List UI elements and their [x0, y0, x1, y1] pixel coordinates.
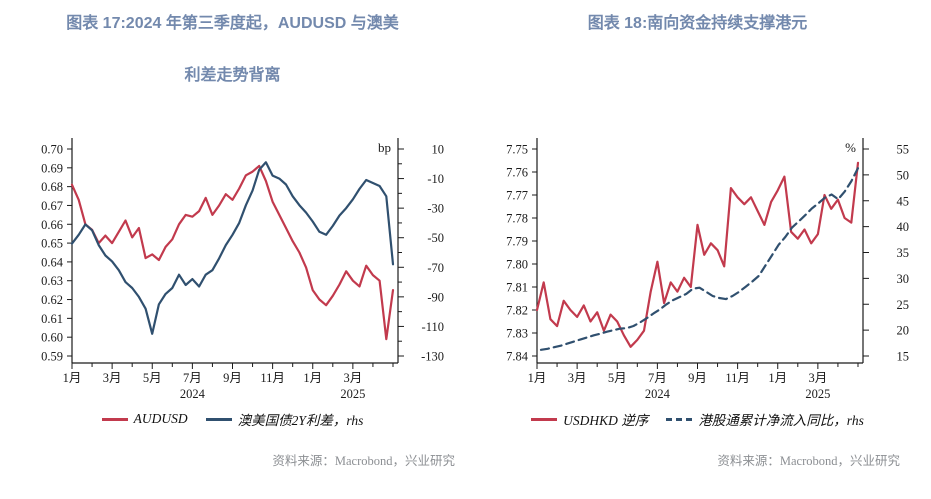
right-axis-tick-label: -110: [422, 320, 444, 334]
legend-line-swatch: [101, 417, 128, 421]
x-axis-month-label: 3月: [568, 371, 587, 385]
right-axis-tick-label: 50: [897, 168, 910, 182]
left-axis-tick-label: 0.59: [41, 350, 63, 364]
right-axis-tick-label: 35: [897, 246, 910, 260]
right-axis-tick-label: -90: [427, 290, 444, 304]
left-axis-tick-label: 7.77: [506, 189, 528, 203]
legend-label: AUDUSD: [133, 411, 188, 426]
left-axis-tick-label: 0.66: [41, 218, 63, 232]
x-axis-year-label: 2024: [180, 387, 206, 401]
x-axis-month-label: 1月: [63, 371, 82, 385]
right-axis-tick-label: 15: [897, 350, 910, 364]
x-axis-year-label: 2024: [645, 387, 671, 401]
figure-17-title-line2: 利差走势背离: [184, 67, 281, 84]
left-axis-tick-label: 0.69: [41, 161, 63, 175]
figure-18-source: 资料来源：Macrobond，兴业研究: [717, 454, 900, 468]
usdhkd-southbound-chart: 7.75 7.76 7.77 7.78 7.79 7.80 7.81 7.82 7.83 7.84…: [506, 138, 910, 401]
left-axis-tick-label: 7.82: [506, 304, 528, 318]
legend-label: 港股通累计净流入同比，rhs: [698, 413, 864, 428]
left-axis-tick-label: 7.76: [506, 166, 528, 180]
left-axis-tick-label: 7.79: [506, 235, 528, 249]
figure-18-legend: USDHKD 逆序 港股通累计净流入同比，rhs: [465, 406, 930, 432]
right-axis-tick-label: 55: [897, 143, 910, 157]
figure-18-title: 图表 18:南向资金持续支撑港元: [465, 0, 930, 118]
x-axis-month-label: 3月: [808, 371, 827, 385]
x-axis-month-label: 3月: [103, 371, 122, 385]
audusd-vs-spread-chart: 0.70 0.69 0.68 0.67 0.66 0.65 0.64 0.63 0.62 0.61…: [41, 138, 445, 401]
left-axis-tick-label: 7.78: [506, 212, 528, 226]
left-axis-tick-label: 0.62: [41, 293, 63, 307]
right-axis-unit-label: %: [845, 140, 856, 155]
figure-17-title-line1: 图表 17:2024 年第三季度起，AUDUSD 与澳美: [66, 15, 399, 32]
right-axis-tick-label: 25: [897, 298, 910, 312]
left-axis-tick-label: 0.60: [41, 331, 63, 345]
x-axis-month-label: 1月: [768, 371, 787, 385]
x-axis-month-label: 1月: [528, 371, 547, 385]
figure-17-title: 图表 17:2024 年第三季度起，AUDUSD 与澳美 利差走势背离: [0, 0, 465, 118]
legend-item: AUDUSD: [101, 411, 188, 427]
left-axis-tick-label: 0.61: [41, 312, 63, 326]
right-axis-tick-label: 20: [897, 324, 910, 338]
x-axis-month-label: 11月: [260, 371, 285, 385]
x-axis-month-label: 5月: [608, 371, 627, 385]
x-axis-year-label: 2025: [340, 387, 365, 401]
left-axis-tick-label: 7.84: [506, 350, 529, 364]
right-axis-unit-label: bp: [378, 140, 391, 155]
left-axis-tick-label: 0.67: [41, 199, 63, 213]
left-axis-tick-label: 0.70: [41, 143, 63, 157]
left-axis-tick-label: 7.80: [506, 258, 528, 272]
legend-item: 港股通累计净流入同比，rhs: [666, 409, 864, 429]
left-axis-tick-label: 7.83: [506, 327, 528, 341]
right-axis-tick-label: 45: [897, 194, 910, 208]
series-line-right: [539, 166, 860, 351]
right-axis-tick-label: 40: [897, 220, 910, 234]
left-axis-tick-label: 0.68: [41, 180, 63, 194]
x-axis-year-label: 2025: [805, 387, 830, 401]
x-axis-month-label: 1月: [303, 371, 322, 385]
left-axis-tick-label: 0.63: [41, 274, 63, 288]
legend-label: 澳美国债2Y利差，rhs: [237, 413, 364, 428]
legend-line-swatch: [531, 417, 558, 421]
right-axis-tick-label: -10: [427, 172, 444, 186]
x-axis-month-label: 3月: [343, 371, 362, 385]
right-axis-tick-label: -70: [427, 261, 444, 275]
right-axis-tick-label: -30: [427, 202, 444, 216]
left-axis-tick-label: 7.81: [506, 281, 528, 295]
figure-18-usdhkd-southbound: 图表 18:南向资金持续支撑港元 7.75 7.76 7.77 7.78 7.79 7.8…: [465, 0, 930, 499]
series-line-right: [70, 161, 395, 335]
legend-item: 澳美国债2Y利差，rhs: [205, 409, 364, 429]
figure-17-source: 资料来源：Macrobond，兴业研究: [272, 454, 455, 468]
x-axis-month-label: 7月: [648, 371, 667, 385]
x-axis-month-label: 7月: [183, 371, 202, 385]
right-axis-tick-label: 10: [432, 143, 445, 157]
figure-18-title-line1: 图表 18:南向资金持续支撑港元: [587, 15, 808, 32]
legend-item: USDHKD 逆序: [531, 409, 648, 429]
legend-line-swatch: [205, 417, 232, 421]
right-axis-tick-label: -130: [421, 350, 444, 364]
series-line-left: [70, 164, 395, 341]
figure-17-audusd-spread: 图表 17:2024 年第三季度起，AUDUSD 与澳美 利差走势背离 0.70…: [0, 0, 465, 499]
legend-label: USDHKD 逆序: [563, 413, 649, 428]
x-axis-month-label: 9月: [223, 371, 242, 385]
left-axis-tick-label: 0.65: [41, 237, 63, 251]
left-axis-tick-label: 7.75: [506, 143, 528, 157]
figure-17-legend: AUDUSD 澳美国债2Y利差，rhs: [0, 406, 465, 432]
x-axis-month-label: 9月: [688, 371, 707, 385]
right-axis-tick-label: -50: [427, 231, 444, 245]
left-axis-tick-label: 0.64: [41, 255, 64, 269]
right-axis-tick-label: 30: [897, 272, 910, 286]
series-line-left: [535, 161, 860, 348]
x-axis-month-label: 11月: [725, 371, 750, 385]
x-axis-month-label: 5月: [143, 371, 162, 385]
legend-line-swatch: [666, 417, 693, 421]
